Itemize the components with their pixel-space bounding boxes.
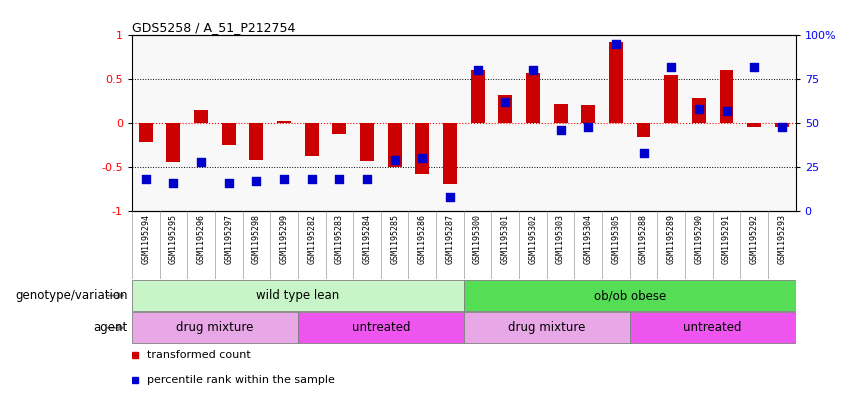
Bar bbox=[464, 280, 796, 311]
Text: transformed count: transformed count bbox=[146, 350, 250, 360]
Bar bbox=[132, 280, 464, 311]
Point bbox=[471, 67, 484, 73]
Text: drug mixture: drug mixture bbox=[176, 321, 254, 334]
Bar bbox=[132, 312, 298, 343]
Text: GSM1195286: GSM1195286 bbox=[418, 214, 427, 264]
Bar bbox=[720, 70, 734, 123]
Point bbox=[305, 176, 318, 182]
Text: GSM1195305: GSM1195305 bbox=[611, 214, 620, 264]
Text: GSM1195282: GSM1195282 bbox=[307, 214, 317, 264]
Text: GSM1195291: GSM1195291 bbox=[722, 214, 731, 264]
Bar bbox=[388, 123, 402, 167]
Text: GSM1195290: GSM1195290 bbox=[694, 214, 704, 264]
Point bbox=[167, 180, 180, 186]
Text: percentile rank within the sample: percentile rank within the sample bbox=[146, 375, 334, 385]
Bar bbox=[637, 123, 650, 137]
Point bbox=[443, 193, 457, 200]
Bar bbox=[277, 121, 291, 123]
Point bbox=[554, 127, 568, 133]
Text: drug mixture: drug mixture bbox=[508, 321, 585, 334]
Point bbox=[720, 108, 734, 114]
Point bbox=[499, 99, 512, 105]
Point bbox=[360, 176, 374, 182]
Text: GSM1195303: GSM1195303 bbox=[556, 214, 565, 264]
Bar bbox=[747, 123, 761, 127]
Point bbox=[581, 123, 595, 130]
Text: agent: agent bbox=[94, 321, 128, 334]
Point bbox=[388, 157, 402, 163]
Text: GSM1195289: GSM1195289 bbox=[666, 214, 676, 264]
Point bbox=[665, 64, 678, 70]
Point bbox=[415, 155, 429, 161]
Bar bbox=[665, 75, 678, 123]
Bar bbox=[443, 123, 457, 184]
Text: GSM1195285: GSM1195285 bbox=[390, 214, 399, 264]
Text: GSM1195297: GSM1195297 bbox=[224, 214, 233, 264]
Bar bbox=[609, 42, 623, 123]
Bar bbox=[222, 123, 236, 145]
Bar bbox=[167, 123, 180, 162]
Point bbox=[692, 106, 705, 112]
Text: GSM1195296: GSM1195296 bbox=[197, 214, 206, 264]
Text: GSM1195302: GSM1195302 bbox=[528, 214, 538, 264]
Bar bbox=[415, 123, 429, 174]
Text: GSM1195284: GSM1195284 bbox=[363, 214, 372, 264]
Bar bbox=[194, 110, 208, 123]
Bar bbox=[775, 123, 789, 127]
Point bbox=[775, 123, 789, 130]
Bar bbox=[139, 123, 152, 142]
Text: ob/ob obese: ob/ob obese bbox=[594, 289, 665, 302]
Bar bbox=[630, 312, 796, 343]
Bar bbox=[333, 123, 346, 134]
Bar bbox=[464, 312, 630, 343]
Text: GSM1195300: GSM1195300 bbox=[473, 214, 483, 264]
Bar bbox=[360, 123, 374, 161]
Text: untreated: untreated bbox=[351, 321, 410, 334]
Text: GDS5258 / A_51_P212754: GDS5258 / A_51_P212754 bbox=[132, 21, 295, 34]
Text: GSM1195295: GSM1195295 bbox=[168, 214, 178, 264]
Point bbox=[249, 178, 263, 184]
Point bbox=[139, 176, 152, 182]
Bar bbox=[581, 105, 595, 123]
Text: GSM1195287: GSM1195287 bbox=[445, 214, 454, 264]
Bar bbox=[554, 104, 568, 123]
Point bbox=[222, 180, 236, 186]
Point bbox=[637, 150, 650, 156]
Text: GSM1195292: GSM1195292 bbox=[750, 214, 759, 264]
Point bbox=[277, 176, 291, 182]
Bar bbox=[692, 97, 705, 123]
Text: genotype/variation: genotype/variation bbox=[15, 289, 128, 302]
Point bbox=[747, 64, 761, 70]
Text: GSM1195304: GSM1195304 bbox=[584, 214, 593, 264]
Text: wild type lean: wild type lean bbox=[256, 289, 340, 302]
Text: GSM1195283: GSM1195283 bbox=[334, 214, 344, 264]
Point bbox=[609, 41, 623, 47]
Bar bbox=[305, 123, 318, 156]
Point bbox=[194, 158, 208, 165]
Bar bbox=[526, 73, 540, 123]
Bar bbox=[249, 123, 263, 160]
Point bbox=[526, 67, 540, 73]
Text: untreated: untreated bbox=[683, 321, 742, 334]
Text: GSM1195301: GSM1195301 bbox=[500, 214, 510, 264]
Bar bbox=[471, 70, 484, 123]
Point bbox=[333, 176, 346, 182]
Text: GSM1195298: GSM1195298 bbox=[252, 214, 261, 264]
Text: GSM1195299: GSM1195299 bbox=[279, 214, 288, 264]
Bar bbox=[499, 95, 512, 123]
Text: GSM1195288: GSM1195288 bbox=[639, 214, 648, 264]
Text: GSM1195294: GSM1195294 bbox=[141, 214, 151, 264]
Bar bbox=[298, 312, 464, 343]
Text: GSM1195293: GSM1195293 bbox=[777, 214, 786, 264]
